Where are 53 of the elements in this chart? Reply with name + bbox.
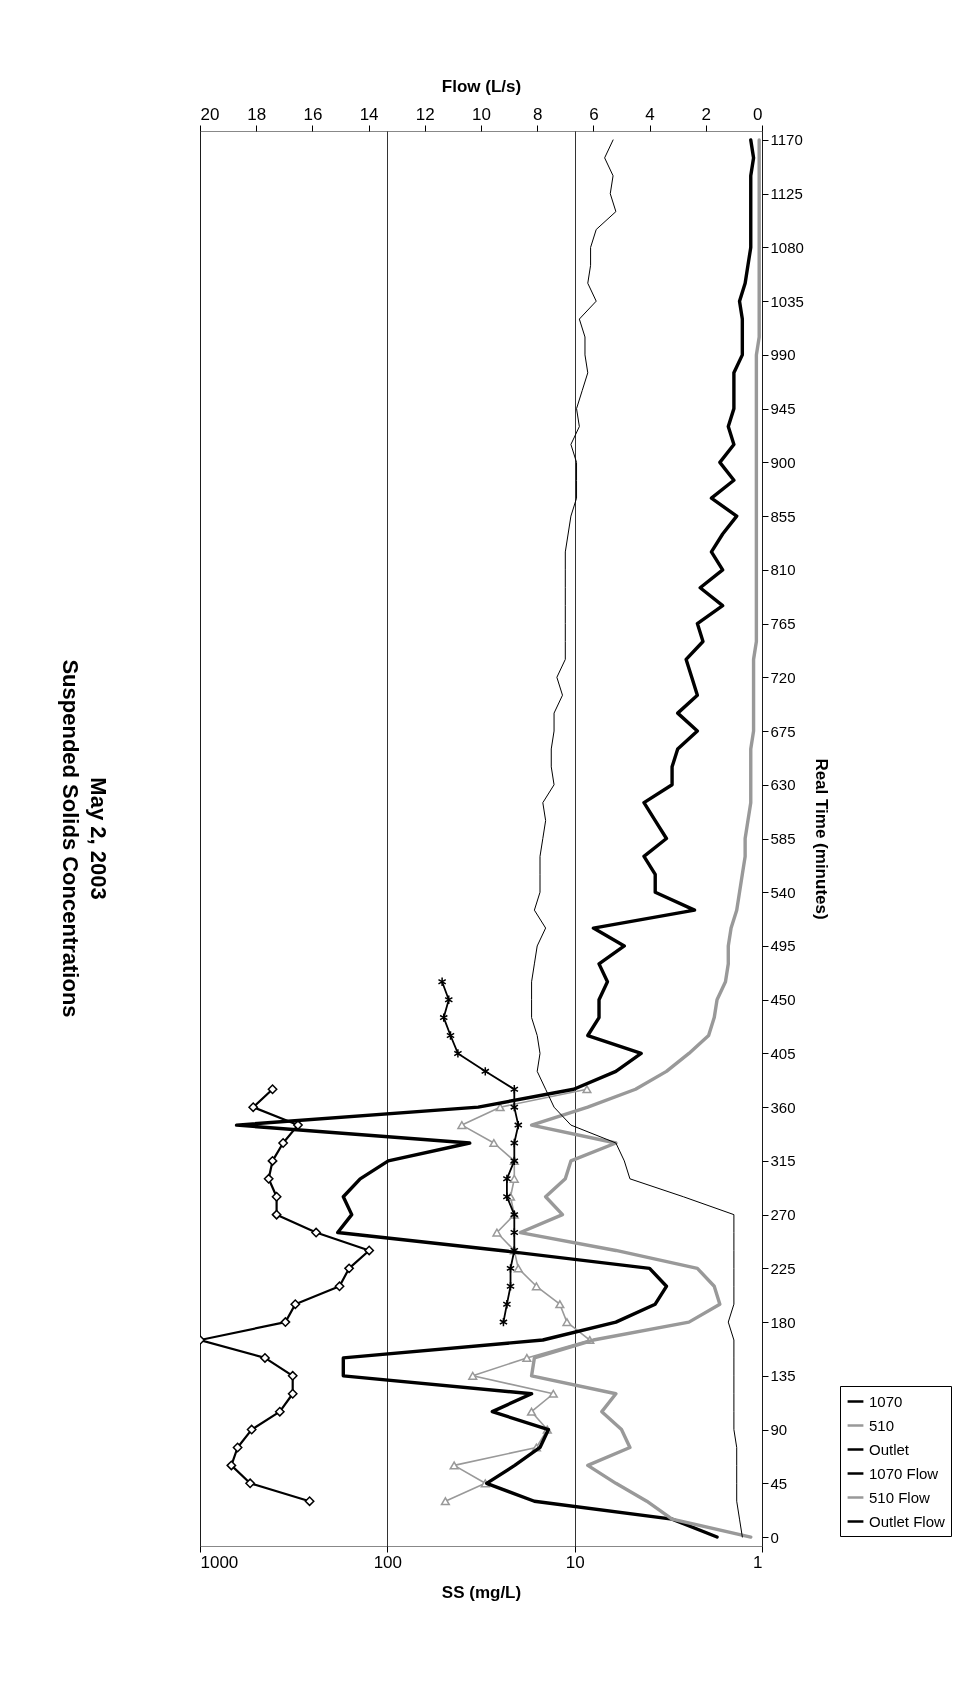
y-tick-label: 765 xyxy=(770,615,796,633)
y-tick-label: 1035 xyxy=(770,292,804,310)
x2-tick-label: 2 xyxy=(701,104,712,124)
y-tick-label: 450 xyxy=(770,991,796,1009)
y-tick-label: 585 xyxy=(770,830,796,847)
y-tick-label: 810 xyxy=(770,561,796,579)
y-tick-label: 900 xyxy=(770,453,796,471)
y-tick-label: 945 xyxy=(770,400,796,418)
legend-label: 1070 xyxy=(869,1392,903,1410)
legend-label: Outlet xyxy=(869,1440,910,1458)
x2-tick-label: 12 xyxy=(415,104,435,124)
x2-tick-label: 4 xyxy=(645,104,655,124)
y-tick-label: 675 xyxy=(770,722,796,740)
y-tick-label: 1080 xyxy=(770,238,804,256)
x2-tick-label: 14 xyxy=(359,104,379,124)
x2-tick-label: 6 xyxy=(589,104,599,124)
y-tick-label: 45 xyxy=(770,1474,788,1492)
y-tick-label: 270 xyxy=(770,1206,796,1224)
y-tick-label: 720 xyxy=(770,668,796,686)
y-tick-label: 990 xyxy=(770,346,796,364)
x-tick-label: 100 xyxy=(373,1552,403,1572)
y-tick-label: 495 xyxy=(770,937,796,955)
y-tick-label: 360 xyxy=(770,1098,796,1116)
x2-tick-label: 8 xyxy=(532,104,543,124)
y-tick-label: 90 xyxy=(770,1421,788,1439)
y-tick-label: 1170 xyxy=(770,131,803,149)
x2-axis-title: Flow (L/s) xyxy=(441,76,522,96)
y-tick-label: 135 xyxy=(770,1367,796,1385)
y-tick-label: 0 xyxy=(770,1528,779,1546)
y-tick-label: 405 xyxy=(770,1044,796,1062)
y-axis-title: Real Time (minutes) xyxy=(811,758,831,920)
legend-label: 510 Flow xyxy=(869,1488,931,1506)
x-axis-title: SS (mg/L) xyxy=(441,1582,522,1602)
y-tick-label: 315 xyxy=(770,1152,796,1170)
legend-label: 1070 Flow xyxy=(869,1464,939,1482)
text: Suspended Solids Concentrations xyxy=(57,659,83,1018)
legend-label: 510 xyxy=(869,1416,895,1434)
x-tick-label: 1 xyxy=(753,1552,763,1572)
x2-tick-label: 18 xyxy=(247,104,267,124)
y-tick-label: 540 xyxy=(770,883,796,901)
y-tick-label: 630 xyxy=(770,776,796,794)
y-tick-label: 180 xyxy=(770,1313,796,1331)
x-tick-label: 10 xyxy=(565,1552,585,1572)
y-tick-label: 225 xyxy=(770,1259,796,1277)
x2-tick-label: 16 xyxy=(303,104,323,124)
y-tick-label: 855 xyxy=(770,507,796,525)
x-tick-label: 1000 xyxy=(200,1552,239,1572)
y-tick-label: 1125 xyxy=(770,185,803,203)
x2-tick-label: 20 xyxy=(200,104,220,124)
x2-tick-label: 10 xyxy=(472,104,491,124)
legend-label: Outlet Flow xyxy=(869,1512,946,1530)
x2-tick-label: 0 xyxy=(753,104,763,124)
text: May 2, 2003 xyxy=(85,777,111,900)
